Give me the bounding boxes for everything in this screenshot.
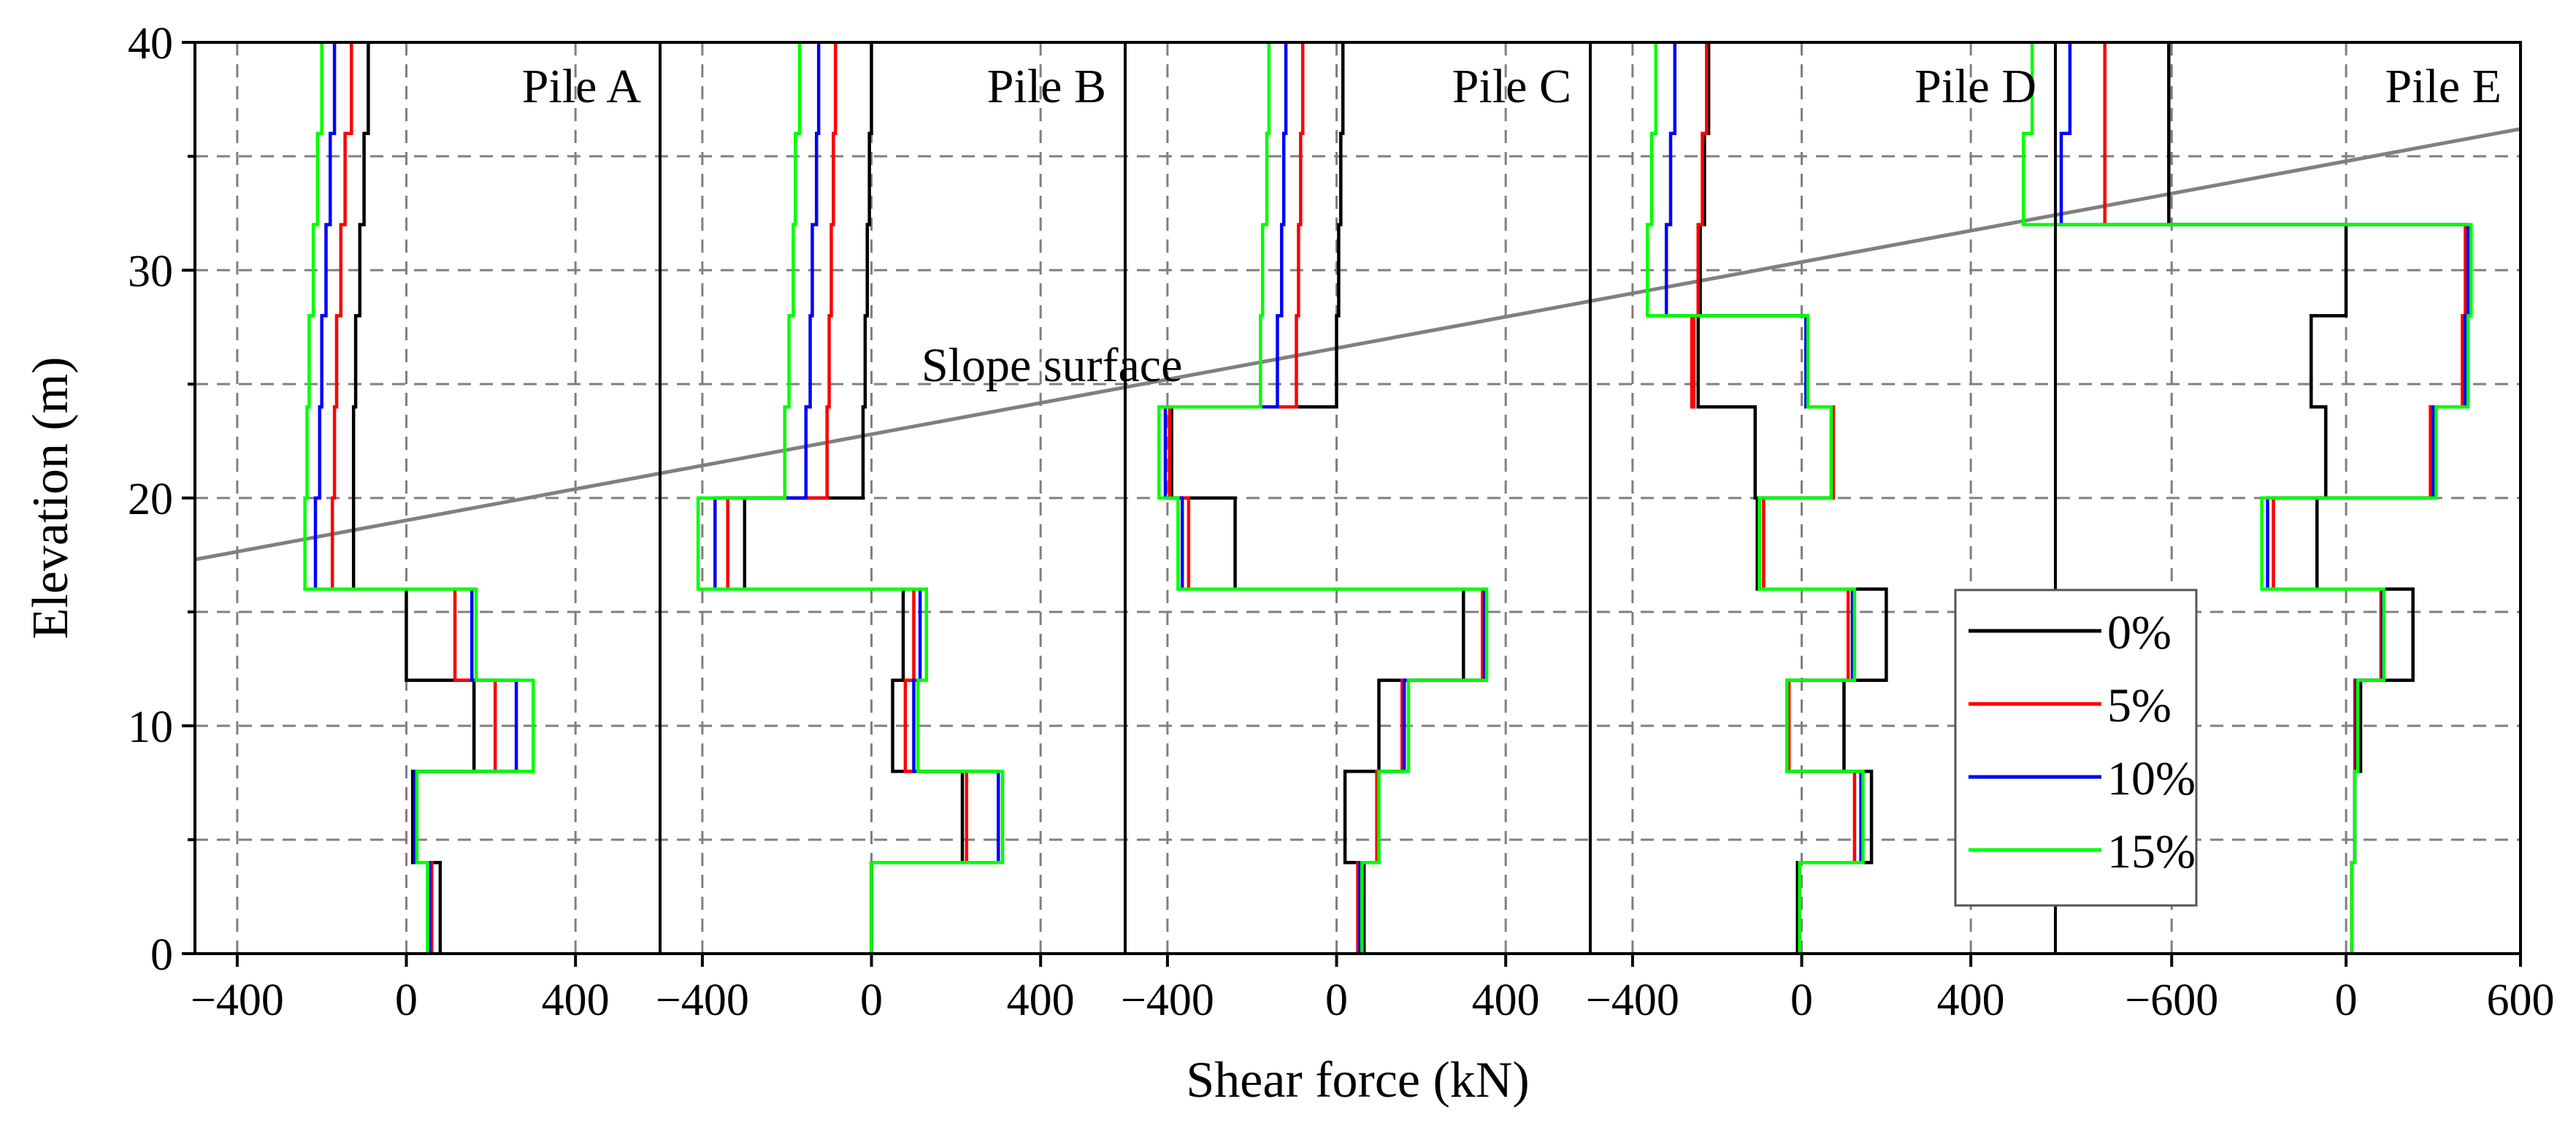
x-tick-label: 400 (542, 976, 610, 1025)
legend-label-10: 10% (2107, 752, 2196, 805)
series-line-pile-d-15 (1645, 42, 1865, 954)
legend-label-5: 5% (2107, 679, 2171, 732)
x-tick-label: 400 (1472, 976, 1540, 1025)
series-line-pile-c-0 (1170, 42, 1465, 954)
series-line-pile-c-15 (1157, 42, 1489, 954)
y-tick-label: 20 (128, 475, 173, 524)
y-axis-title: Elevation (m) (23, 357, 79, 640)
x-tick-label: 0 (1325, 976, 1348, 1025)
legend-label-0: 0% (2107, 606, 2171, 659)
legend-box (1954, 589, 2198, 907)
x-tick-label: −400 (1121, 976, 1214, 1025)
x-tick-label: 400 (1007, 976, 1075, 1025)
series-line-pile-e-15 (2021, 42, 2473, 954)
panel-title-pile-c: Pile C (1452, 60, 1571, 113)
series-line-pile-a-0 (351, 42, 476, 954)
x-tick-label: 0 (2335, 976, 2358, 1025)
slope-surface-line (194, 127, 2521, 562)
x-tick-label: −400 (656, 976, 749, 1025)
panel-title-pile-d: Pile D (1914, 60, 2036, 113)
legend-label-15: 15% (2107, 825, 2196, 878)
x-tick-label: 400 (1937, 976, 2005, 1025)
panel-title-pile-a: Pile A (522, 60, 642, 113)
x-axis-title: Shear force (kN) (1186, 1052, 1529, 1108)
x-tick-label: 0 (1790, 976, 1813, 1025)
x-tick-label: −400 (191, 976, 284, 1025)
panel-title-pile-e: Pile E (2385, 60, 2502, 113)
y-tick-label: 10 (128, 702, 173, 752)
slope-surface-label: Slope surface (921, 339, 1182, 392)
panel-title-pile-b: Pile B (987, 60, 1106, 113)
y-tick-label: 30 (128, 247, 173, 296)
y-tick-label: 0 (150, 930, 173, 980)
x-tick-label: 600 (2487, 976, 2555, 1025)
x-tick-label: 0 (395, 976, 418, 1025)
x-tick-label: −600 (2125, 976, 2218, 1025)
x-tick-label: −400 (1586, 976, 1679, 1025)
y-tick-label: 40 (128, 19, 173, 69)
series-line-pile-b-15 (696, 42, 1005, 954)
x-tick-label: 0 (860, 976, 883, 1025)
series-line-pile-a-15 (303, 42, 535, 954)
